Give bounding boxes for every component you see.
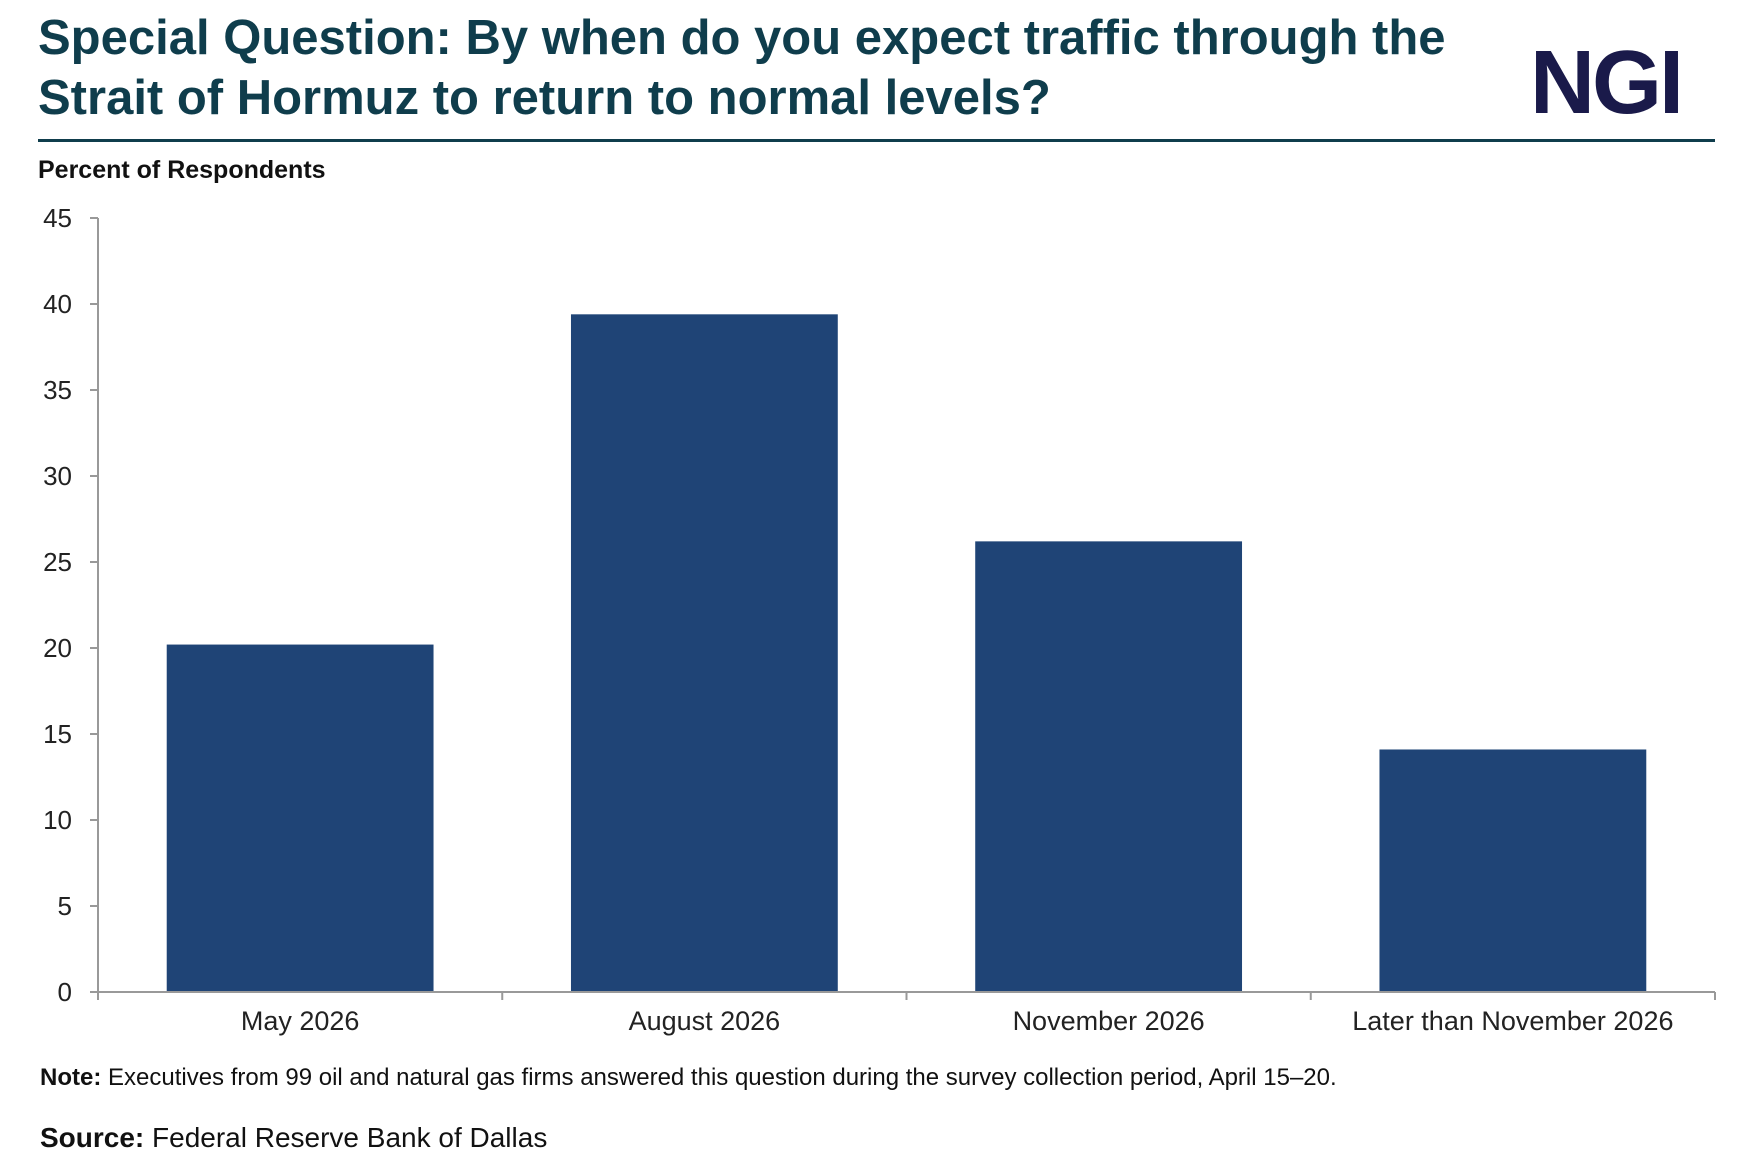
bar (570, 314, 838, 991)
x-tick-label: November 2026 (1013, 1006, 1205, 1036)
x-tick-label: Later than November 2026 (1352, 1006, 1673, 1036)
x-tick-label: May 2026 (241, 1006, 360, 1036)
y-tick-label: 25 (43, 547, 72, 577)
source-label: Source: (40, 1122, 145, 1153)
bar-chart: 0 5 10 15 20 25 30 35 40 45 May 2026 August 2026 Nov… (43, 203, 1716, 1036)
y-tick-label: 10 (43, 805, 72, 835)
ngi-logo: NGI (1530, 33, 1684, 133)
source-text: Federal Reserve Bank of Dallas (144, 1122, 548, 1153)
y-tick-label: 15 (43, 719, 72, 749)
bar (975, 541, 1243, 991)
note-text: Executives from 99 oil and natural gas f… (101, 1064, 1337, 1091)
y-tick-label: 35 (43, 375, 72, 405)
chart-title: Special Question: By when do you expect … (38, 11, 1446, 125)
note-label: Note: (40, 1064, 102, 1091)
bar (166, 644, 434, 991)
y-tick-label: 5 (58, 891, 72, 921)
chart-note: Note: Executives from 99 oil and natural… (40, 1064, 1337, 1092)
y-axis-label: Percent of Respondents (38, 156, 326, 184)
y-tick-label: 40 (43, 289, 72, 319)
title-divider (38, 139, 1715, 142)
x-tick-label: August 2026 (629, 1006, 781, 1036)
y-tick-label: 30 (43, 461, 72, 491)
bar (1379, 749, 1647, 991)
y-tick-label: 20 (43, 633, 72, 663)
y-tick-label: 45 (43, 203, 72, 233)
chart-source: Source: Federal Reserve Bank of Dallas (40, 1122, 547, 1154)
y-tick-label: 0 (58, 977, 72, 1007)
